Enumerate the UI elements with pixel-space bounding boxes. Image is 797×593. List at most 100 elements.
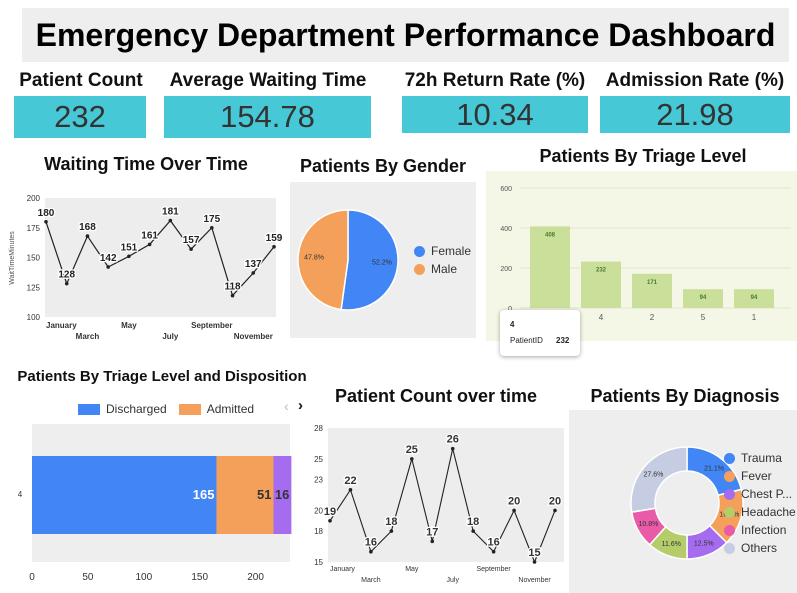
waiting-point-label: 157 <box>183 235 200 246</box>
count-y-tick: 25 <box>314 455 323 464</box>
kpi-label-admission-rate: Admission Rate (%) <box>605 70 785 91</box>
legend-label-headache: Headache <box>741 505 796 519</box>
legend-prev-icon[interactable]: ‹ <box>284 398 289 414</box>
waiting-point-label: 161 <box>141 230 158 241</box>
legend-item-discharged[interactable]: Discharged <box>78 400 167 418</box>
tooltip-field: PatientID <box>510 336 543 345</box>
count-x-tick: November <box>518 577 551 584</box>
count-x-tick: January <box>330 566 355 573</box>
legend-dot-fever <box>724 470 735 482</box>
waiting-x-tick: July <box>162 332 179 341</box>
waiting-point <box>210 225 214 230</box>
legend-dot-female <box>414 245 425 257</box>
waiting-point <box>251 271 256 275</box>
waiting-point <box>147 242 152 247</box>
legend-item-fever[interactable]: Fever <box>724 467 796 485</box>
count-point-label: 20 <box>508 495 520 507</box>
diagnosis-chart-panel <box>569 410 797 593</box>
waiting-point-label: 118 <box>224 282 241 293</box>
triage-x-tick: 1 <box>752 313 757 322</box>
legend-item-chest-pain[interactable]: Chest P... <box>724 485 796 503</box>
waiting-point <box>168 218 173 223</box>
legend-item-female[interactable]: Female <box>414 242 471 260</box>
legend-label-admitted: Admitted <box>206 402 255 416</box>
disposition-x-tick: 200 <box>247 572 264 583</box>
tooltip-value: 232 <box>556 336 570 345</box>
kpi-value-admission-rate: 21.98 <box>600 96 790 133</box>
triage-x-tick: 5 <box>701 313 706 322</box>
count-y-tick: 23 <box>314 476 323 485</box>
legend-item-trauma[interactable]: Trauma <box>724 449 796 467</box>
count-point-label: 20 <box>549 495 561 507</box>
triage-bar <box>683 289 723 308</box>
patient-count-plot-area <box>328 428 564 562</box>
diagnosis-slice-label: 11.6% <box>662 541 681 548</box>
count-point <box>491 549 496 554</box>
legend-item-admitted[interactable]: Admitted <box>178 400 255 418</box>
count-point <box>389 529 394 533</box>
kpi-value-patient-count: 232 <box>14 96 146 138</box>
legend-label-infection: Infection <box>741 523 787 537</box>
waiting-point-label: 180 <box>38 208 55 219</box>
count-point <box>512 508 516 513</box>
count-x-tick: March <box>361 577 381 584</box>
triage-bar-label: 94 <box>700 295 707 301</box>
diagnosis-legend: Trauma Fever Chest P... Headache Infecti… <box>724 449 796 557</box>
gender-legend: Female Male <box>414 242 471 278</box>
count-point-label: 17 <box>426 526 438 538</box>
count-point <box>348 488 353 492</box>
legend-item-male[interactable]: Male <box>414 260 471 278</box>
waiting-x-tick: November <box>234 332 273 341</box>
waiting-point <box>127 254 131 259</box>
waiting-x-tick: May <box>121 321 137 330</box>
count-point-label: 18 <box>467 516 479 528</box>
waiting-point-label: 181 <box>162 207 179 218</box>
legend-item-infection[interactable]: Infection <box>724 521 796 539</box>
waiting-point <box>272 244 276 249</box>
legend-item-others[interactable]: Others <box>724 539 796 557</box>
waiting-point <box>189 247 193 251</box>
triage-bar <box>530 226 570 308</box>
count-point-label: 19 <box>324 506 336 518</box>
legend-label-female: Female <box>431 244 472 258</box>
waiting-point <box>106 265 110 269</box>
diagnosis-slice <box>630 446 688 513</box>
count-point <box>471 529 475 533</box>
count-x-tick: September <box>477 566 512 573</box>
waiting-time-title: Waiting Time Over Time <box>44 154 248 174</box>
waiting-point-label: 142 <box>100 253 117 264</box>
kpi-label-patient-count: Patient Count <box>19 70 143 91</box>
triage-tooltip: 4 PatientID 232 <box>500 310 580 356</box>
page-title: Emergency Department Performance Dashboa… <box>35 16 776 53</box>
legend-dot-others <box>724 542 735 554</box>
count-point <box>450 446 455 451</box>
waiting-y-tick: 175 <box>27 224 41 233</box>
waiting-y-tick: 200 <box>27 194 41 203</box>
waiting-x-tick: September <box>191 321 232 330</box>
waiting-y-tick: 150 <box>27 254 41 263</box>
waiting-point <box>64 281 69 286</box>
legend-dot-chest-pain <box>724 488 735 500</box>
waiting-x-tick: January <box>46 321 77 330</box>
waiting-point <box>85 234 90 238</box>
count-point <box>410 457 414 461</box>
legend-label-trauma: Trauma <box>741 451 782 465</box>
count-y-tick: 15 <box>314 558 323 567</box>
waiting-y-tick: 125 <box>27 283 41 292</box>
waiting-point <box>44 220 48 224</box>
disposition-y-tick: 4 <box>18 490 23 499</box>
disposition-x-tick: 100 <box>135 572 152 583</box>
triage-bar-label: 171 <box>647 280 658 286</box>
legend-item-headache[interactable]: Headache <box>724 503 796 521</box>
count-point <box>553 508 557 513</box>
gender-slice-label: 52.2% <box>372 259 392 266</box>
count-x-tick: May <box>405 566 419 573</box>
legend-next-icon[interactable]: › <box>298 397 303 414</box>
legend-dot-male <box>414 263 425 275</box>
disposition-title: Patients By Triage Level and Disposition <box>17 368 307 385</box>
legend-label-fever: Fever <box>741 469 772 483</box>
waiting-y-tick: 100 <box>27 313 41 322</box>
count-point <box>328 518 332 523</box>
waiting-point-label: 168 <box>79 222 96 233</box>
